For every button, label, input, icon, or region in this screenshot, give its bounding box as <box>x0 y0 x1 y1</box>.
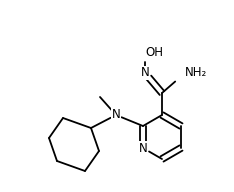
Text: N: N <box>141 66 149 79</box>
Text: NH₂: NH₂ <box>185 66 207 79</box>
Text: OH: OH <box>145 46 163 59</box>
Text: N: N <box>112 108 120 122</box>
Text: N: N <box>139 142 147 155</box>
